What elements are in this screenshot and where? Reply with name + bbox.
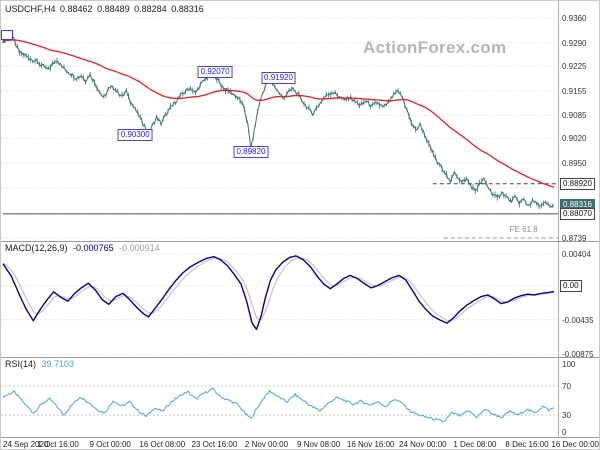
rsi-value: 39.7103	[41, 359, 75, 369]
macd-axis-tick: -0.00875	[562, 349, 594, 359]
panel-separator	[1, 241, 599, 242]
watermark: ActionForex.com	[363, 38, 507, 57]
macd-plot	[1, 253, 558, 355]
rsi-plot	[1, 385, 558, 423]
x-axis-label: 16 Dec 00:00	[551, 440, 599, 449]
macd-line	[2, 255, 555, 331]
close-value: 0.88316	[171, 4, 204, 14]
x-axis-label: 24 Nov 00:00	[399, 440, 447, 449]
macd-main-value: -0.000765	[73, 243, 114, 253]
price-line	[2, 33, 555, 208]
rsi-axis-tick: 100	[562, 360, 576, 369]
rsi-label: RSI(14)	[5, 359, 37, 369]
x-axis-label: 8 Dec 16:00	[505, 440, 549, 449]
ma-line	[2, 39, 555, 188]
x-axis-label: 16 Oct 08:00	[139, 440, 186, 449]
high-value: 0.88489	[97, 4, 130, 14]
x-axis-label: 16 Nov 16:00	[346, 440, 395, 449]
open-value: 0.88462	[60, 4, 93, 14]
rsi-axis-tick: 70	[562, 381, 571, 391]
x-axis-label: 1 Oct 16:00	[37, 440, 79, 449]
symbol-timeframe: USDCHF,H4	[5, 4, 56, 14]
level-price-badge: 0.88920	[560, 177, 595, 190]
left-price-marker	[1, 30, 13, 40]
price-axis-tick: 0.9225	[562, 61, 587, 71]
price-axis-tick: 0.9290	[562, 38, 587, 48]
rsi-axis-tick: 30	[562, 411, 571, 421]
x-axis-label: 2 Nov 00:00	[244, 440, 289, 449]
x-axis-label: 24 Sep 2020	[3, 440, 49, 449]
x-axis-label: 1 Dec 08:00	[453, 440, 497, 449]
symbol-ohlc-header: USDCHF,H4 0.88462 0.88489 0.88284 0.8831…	[5, 4, 206, 14]
x-axis-label: 9 Oct 00:00	[89, 440, 131, 449]
macd-axis-tick: 0.00404	[562, 250, 591, 259]
macd-zero-badge: 0.00	[560, 279, 582, 292]
macd-axis-tick: -0.00435	[562, 315, 594, 325]
macd-label: MACD(12,26,9)	[5, 243, 68, 253]
macd-header: MACD(12,26,9) -0.000765 -0.000914	[5, 243, 163, 253]
macd-signal-line	[2, 257, 555, 322]
price-axis-tick: 0.9020	[562, 134, 587, 144]
price-axis-tick: 0.8950	[562, 159, 587, 169]
rsi-line	[2, 387, 555, 423]
low-value: 0.88284	[134, 4, 167, 14]
price-axis-tick: 0.8739	[562, 234, 587, 243]
rsi-header: RSI(14) 39.7103	[5, 359, 77, 369]
time-axis: 24 Sep 2020 1 Oct 16:00 9 Oct 00:00 16 Oct …	[1, 437, 599, 449]
level-price-badge: 0.88070	[560, 207, 595, 220]
price-axis-tick: 0.9085	[562, 111, 587, 121]
price-axis-tick: 0.9360	[562, 14, 587, 23]
rsi-axis-tick: 0	[562, 428, 567, 437]
macd-signal-value: -0.000914	[119, 243, 160, 253]
price-chart-plot	[1, 17, 558, 239]
x-axis-label: 23 Oct 16:00	[191, 440, 238, 449]
price-axis-column: 0.9360 0.9290 0.9225 0.9155 0.9085 0.9020 0.89…	[558, 1, 599, 437]
x-axis-label: 9 Nov 08:00	[297, 440, 341, 449]
panel-separator	[1, 357, 599, 358]
price-axis-tick: 0.9155	[562, 86, 587, 96]
